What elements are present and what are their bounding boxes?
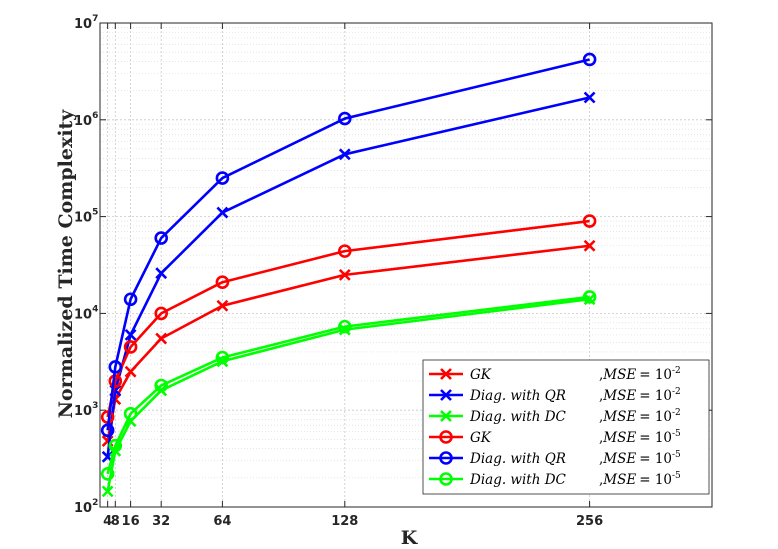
x-tick-label: 32 <box>152 514 170 529</box>
data-point-marker <box>108 438 123 453</box>
legend-entry: Diag. with DC ,MSE = 10-5 <box>429 471 681 488</box>
legend-method-label: GK <box>470 430 492 446</box>
legend-marker <box>439 430 453 444</box>
data-point-marker <box>215 171 230 185</box>
data-point-marker <box>337 244 352 258</box>
legend-entry: Diag. with DC ,MSE = 10-2 <box>429 408 681 425</box>
y-tick-label: 103 <box>74 401 98 419</box>
legend-marker <box>439 451 453 465</box>
legend-marker <box>439 472 453 486</box>
legend-mse-label: ,MSE = 10-5 <box>599 450 681 467</box>
data-point-marker <box>337 111 352 126</box>
legend-entry: GK ,MSE = 10-5 <box>429 429 681 446</box>
x-tick-label: 16 <box>122 514 140 529</box>
series-line <box>106 58 590 431</box>
data-point-marker <box>338 148 351 161</box>
data-point-marker <box>582 214 597 228</box>
data-point-marker <box>582 290 597 304</box>
series-line <box>106 295 590 475</box>
legend-entry: Diag. with QR ,MSE = 10-5 <box>429 450 681 467</box>
series-6 <box>100 290 597 481</box>
legend-mse-label: ,MSE = 10-5 <box>599 471 681 488</box>
legend-marker <box>440 368 452 380</box>
data-point-marker <box>216 299 229 312</box>
data-point-marker <box>123 406 138 421</box>
data-point-marker <box>155 332 168 345</box>
y-tick-label: 104 <box>74 304 98 322</box>
legend-method-label: Diag. with QR <box>469 451 566 467</box>
data-point-marker <box>108 360 123 374</box>
data-point-marker <box>154 231 168 245</box>
data-point-marker <box>100 467 115 481</box>
legend-marker <box>440 410 452 422</box>
data-point-marker <box>101 485 114 498</box>
legend-method-label: Diag. with QR <box>469 388 566 404</box>
legend-entry: GK ,MSE = 10-2 <box>429 366 681 383</box>
legend-mse-label: ,MSE = 10-5 <box>599 429 681 446</box>
data-point-marker <box>123 292 138 307</box>
data-point-marker <box>582 52 597 67</box>
data-point-marker <box>338 268 351 281</box>
x-tick-label: 4 <box>103 514 112 529</box>
data-point-marker <box>216 206 229 219</box>
data-point-marker <box>337 319 352 334</box>
legend-marker <box>440 389 452 401</box>
series-4 <box>100 214 597 424</box>
data-point-marker <box>124 365 137 378</box>
data-point-marker <box>215 350 230 365</box>
x-tick-label: 64 <box>213 514 231 529</box>
data-point-marker <box>154 378 168 393</box>
ticks: 48 16 32 64 128 256 102 103 104 105 106 107 <box>74 14 712 529</box>
legend-method-label: GK <box>470 367 492 383</box>
legend-box <box>422 359 710 495</box>
data-point-marker <box>154 306 168 321</box>
data-point-marker <box>583 239 596 252</box>
series-5 <box>100 52 597 438</box>
series-group <box>100 52 597 498</box>
data-point-marker <box>583 91 596 104</box>
y-axis-label: Normalized Time Complexity <box>55 109 77 419</box>
x-tick-label: 128 <box>331 514 358 529</box>
data-point-marker <box>155 267 168 280</box>
y-tick-label: 102 <box>74 498 98 516</box>
x-axis-label: K <box>401 527 419 549</box>
data-point-marker <box>215 275 230 290</box>
data-point-marker <box>124 328 137 341</box>
series-line <box>106 219 590 418</box>
legend-method-label: Diag. with DC <box>469 409 567 425</box>
legend-mse-label: ,MSE = 10-2 <box>599 387 681 404</box>
series-2 <box>101 91 596 463</box>
x-tick-label: 8 <box>111 514 120 529</box>
data-point-marker <box>123 340 138 354</box>
legend-method-label: Diag. with DC <box>469 472 567 488</box>
y-tick-label: 106 <box>74 111 98 129</box>
data-point-marker <box>100 423 115 438</box>
x-tick-label: 256 <box>576 514 603 529</box>
legend-mse-label: ,MSE = 10-2 <box>599 366 681 383</box>
legend-mse-label: ,MSE = 10-2 <box>599 408 681 425</box>
legend-entry: Diag. with QR ,MSE = 10-2 <box>429 387 681 404</box>
y-tick-label: 105 <box>74 208 98 226</box>
plot-frame <box>99 22 713 508</box>
y-tick-label: 107 <box>74 14 98 32</box>
